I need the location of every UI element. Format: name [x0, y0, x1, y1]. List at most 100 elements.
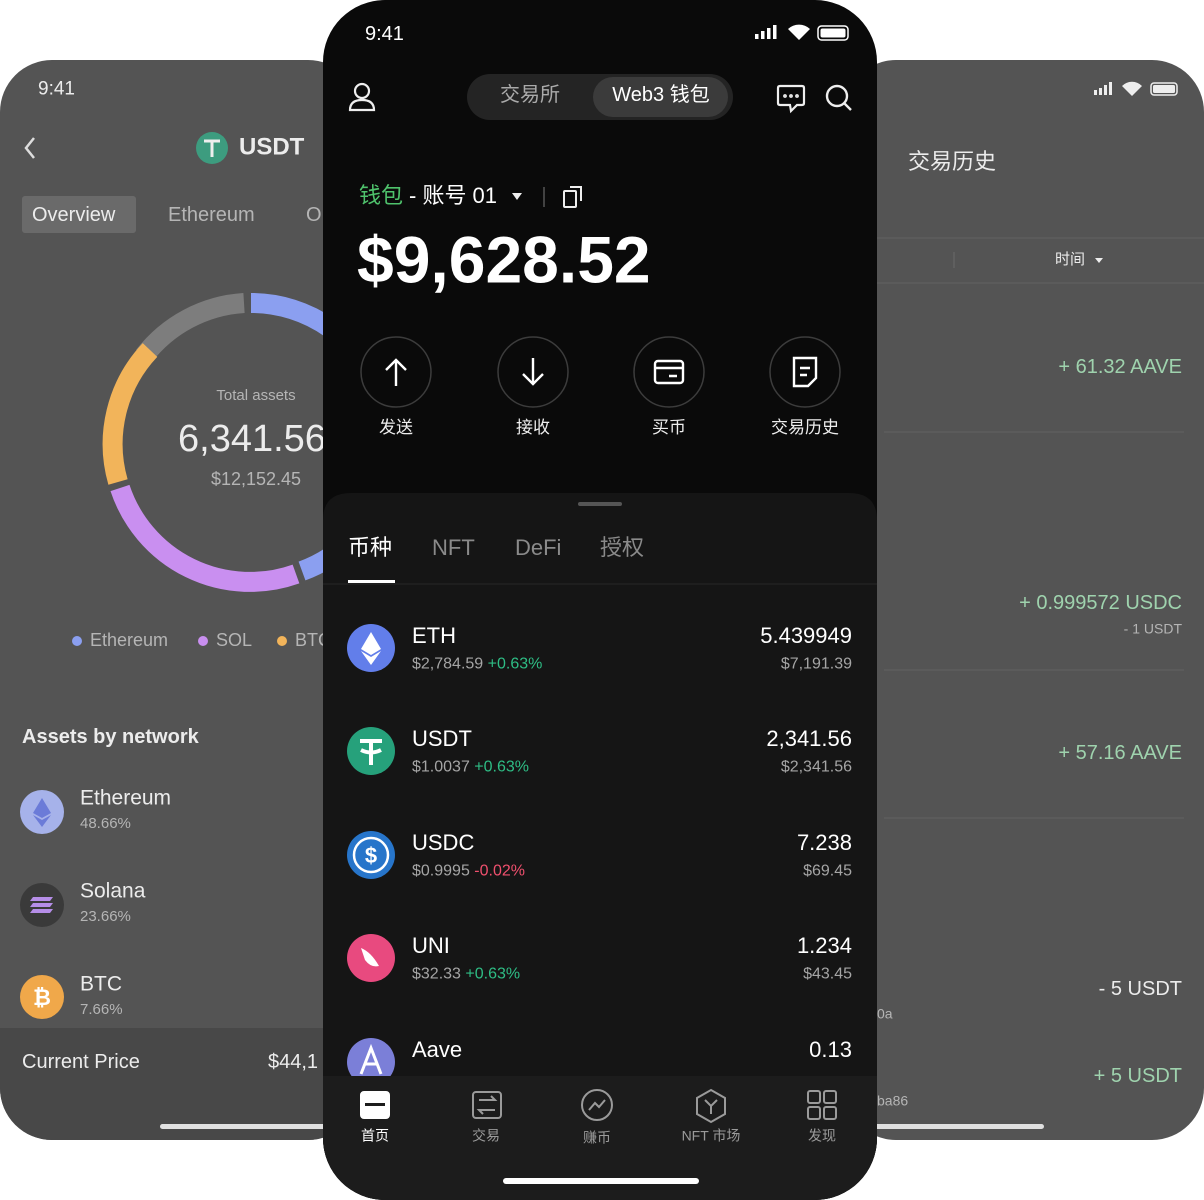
tab[interactable]: Ethereum — [168, 204, 255, 226]
chat-icon[interactable] — [776, 84, 806, 114]
nav-label[interactable]: 赚币 — [583, 1129, 611, 1146]
status-time: 9:41 — [365, 23, 404, 45]
btc-icon — [20, 975, 64, 1019]
address-fragment: 0a — [877, 1005, 893, 1022]
token-amount: 7.238 — [796, 829, 852, 855]
total-label: Total assets — [216, 387, 296, 404]
usdc-ring — [352, 836, 390, 874]
price: $2,784.59 — [412, 655, 484, 673]
change: +0.63% — [465, 965, 521, 983]
mode-active — [593, 77, 728, 117]
profile-icon[interactable] — [348, 82, 376, 112]
price-row-bg — [0, 1028, 360, 1140]
right-phone: 交易历史 时间 + 61.32 AAVE + 0.999572 USDC - 1… — [844, 60, 1204, 1140]
wallet-label[interactable]: 钱包 — [359, 182, 404, 208]
token-value: $43.45 — [803, 965, 852, 983]
aave-icon — [347, 1038, 395, 1086]
action-label[interactable]: 接收 — [516, 417, 550, 437]
nav-label[interactable]: 发现 — [808, 1127, 836, 1144]
nav-label[interactable]: 首页 — [361, 1127, 389, 1144]
balance: $9,628.52 — [357, 222, 651, 297]
entry-amount: + 0.999572 USDC — [1019, 592, 1182, 614]
token-symbol[interactable]: UNI — [412, 932, 450, 958]
status-icons — [1094, 81, 1178, 96]
asset-tab[interactable]: 币种 — [348, 534, 393, 560]
network-name: Solana — [80, 879, 146, 903]
nav-label[interactable]: 交易 — [472, 1127, 500, 1144]
search-icon[interactable] — [825, 84, 852, 111]
filter[interactable]: 时间 — [1055, 251, 1086, 268]
network-share: 7.66% — [80, 1001, 123, 1018]
entry-amount: + 5 USDT — [1093, 1065, 1182, 1087]
copy-icon[interactable] — [563, 186, 582, 208]
token-value: $2,341.56 — [780, 758, 852, 776]
home-indicator — [864, 1124, 1044, 1129]
token-symbol[interactable]: Aave — [412, 1036, 463, 1062]
network-share: 48.66% — [80, 815, 131, 832]
nav-label[interactable]: NFT 市场 — [681, 1127, 741, 1144]
token-amount: 0.13 — [809, 1036, 852, 1062]
total-amount: 6,341.56 — [178, 418, 326, 461]
legend-dot — [198, 636, 208, 646]
right-graphics — [844, 81, 1204, 1129]
legend-label: SOL — [216, 630, 253, 651]
screen-title: USDT — [239, 133, 305, 161]
token-symbol[interactable]: USDC — [412, 829, 475, 855]
token-amount: 1.234 — [796, 932, 852, 958]
mode-tab[interactable]: Web3 钱包 — [612, 84, 710, 106]
price-label: Current Price — [22, 1051, 140, 1073]
entry-amount: + 57.16 AAVE — [1058, 742, 1182, 764]
sheet-handle[interactable] — [578, 502, 622, 506]
token-symbol[interactable]: ETH — [412, 622, 456, 648]
change: +0.63% — [487, 655, 543, 673]
legend-dot — [72, 636, 82, 646]
asset-tab[interactable]: NFT — [432, 534, 475, 560]
action-label[interactable]: 发送 — [379, 417, 413, 437]
eth-glyph — [33, 798, 51, 827]
entry-amount: + 61.32 AAVE — [1058, 356, 1182, 378]
action-label[interactable]: 交易历史 — [771, 417, 839, 437]
account-dropdown[interactable] — [512, 193, 522, 200]
active-tab-bg — [22, 196, 136, 233]
network-name: Ethereum — [80, 786, 172, 810]
token-price: $2,784.59 +0.63% — [412, 654, 542, 673]
screen-title: 交易历史 — [908, 148, 997, 174]
price: $1.0037 — [412, 758, 470, 776]
main-graphics: $ — [323, 24, 877, 1200]
asset-tab[interactable]: 授权 — [600, 534, 645, 560]
back-icon[interactable] — [24, 137, 35, 159]
usdt-glyph — [360, 739, 382, 765]
usdc-glyph: $ — [365, 843, 377, 868]
home-indicator — [160, 1124, 340, 1129]
tab[interactable]: O — [306, 204, 322, 226]
action-buttons[interactable] — [360, 336, 841, 408]
tab[interactable]: Overview — [32, 204, 116, 226]
mode-tab[interactable]: 交易所 — [500, 84, 560, 106]
btc-glyph: ₿ — [33, 986, 51, 1011]
legend-dot — [277, 636, 287, 646]
token-value: $7,191.39 — [780, 655, 852, 673]
action-label[interactable]: 买币 — [652, 417, 686, 437]
token-price: $32.33 +0.63% — [412, 964, 520, 983]
account-name[interactable]: - 账号 01 — [409, 182, 498, 208]
price: $0.9995 — [412, 862, 470, 880]
token-price: $0.9995 -0.02% — [412, 861, 525, 880]
asset-sheet — [323, 493, 877, 1200]
usdt-glyph — [204, 139, 220, 157]
token-symbol[interactable]: USDT — [412, 725, 472, 751]
entry-fee: - 1 USDT — [1123, 620, 1182, 637]
entry-amount: - 5 USDT — [1098, 978, 1182, 1000]
asset-tab[interactable]: DeFi — [515, 534, 562, 560]
token-price: $1.0037 +0.63% — [412, 757, 529, 776]
aave-glyph — [359, 1043, 383, 1075]
dropdown-icon[interactable] — [1095, 258, 1103, 263]
sol-glyph — [30, 897, 53, 913]
eth-glyph — [361, 632, 381, 665]
uni-glyph — [361, 948, 379, 967]
home-indicator — [503, 1178, 699, 1184]
status-time: 9:41 — [38, 78, 75, 100]
total-value: $12,152.45 — [210, 469, 302, 490]
main-phone: $ 9:41 交易所 Web3 钱包 钱包 - 账号 01 $9,628.52 … — [323, 0, 877, 1200]
donut — [102, 292, 336, 592]
